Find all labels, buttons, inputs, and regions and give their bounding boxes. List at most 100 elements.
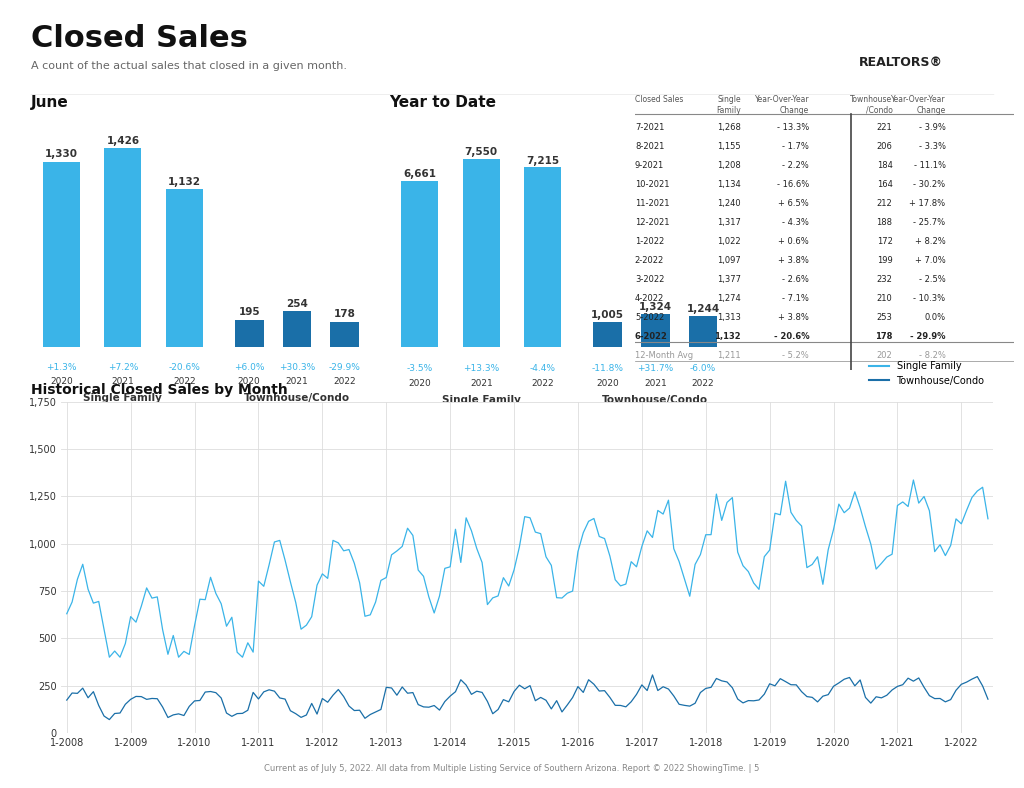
Text: 221: 221 — [877, 123, 893, 132]
Text: 1-2022: 1-2022 — [635, 236, 665, 246]
Text: Single
Family: Single Family — [716, 95, 741, 115]
Text: 254: 254 — [286, 299, 308, 309]
Text: 2021: 2021 — [112, 377, 134, 386]
Legend: Single Family, Townhouse/Condo: Single Family, Townhouse/Condo — [865, 357, 988, 390]
Text: 2022: 2022 — [173, 377, 196, 386]
Text: 6-2022: 6-2022 — [635, 332, 668, 340]
Text: 1,208: 1,208 — [717, 161, 741, 169]
Text: 6,661: 6,661 — [403, 169, 436, 180]
Text: - 1.7%: - 1.7% — [782, 142, 809, 151]
Text: 1,317: 1,317 — [717, 217, 741, 227]
Text: + 17.8%: + 17.8% — [909, 199, 945, 208]
Text: 1,134: 1,134 — [717, 180, 741, 188]
Text: 2020: 2020 — [596, 379, 618, 388]
Text: 3-2022: 3-2022 — [635, 275, 665, 284]
Text: 164: 164 — [877, 180, 893, 188]
Text: 8-2021: 8-2021 — [635, 142, 665, 151]
Bar — [689, 316, 718, 347]
Text: 9-2021: 9-2021 — [635, 161, 665, 169]
Text: +7.2%: +7.2% — [108, 363, 138, 373]
Text: 188: 188 — [877, 217, 893, 227]
Text: 1,022: 1,022 — [718, 236, 741, 246]
Text: 4-2022: 4-2022 — [635, 294, 665, 303]
Text: + 0.6%: + 0.6% — [778, 236, 809, 246]
Text: 0.0%: 0.0% — [925, 313, 945, 322]
Text: Closed Sales: Closed Sales — [635, 95, 683, 103]
Text: + 3.8%: + 3.8% — [778, 255, 809, 265]
Text: -20.6%: -20.6% — [168, 363, 201, 373]
Text: 7-2021: 7-2021 — [635, 123, 665, 132]
Text: -6.0%: -6.0% — [690, 364, 716, 374]
Text: -3.5%: -3.5% — [407, 364, 433, 374]
Text: - 25.7%: - 25.7% — [913, 217, 945, 227]
Text: Single Family: Single Family — [441, 396, 521, 405]
Text: + 7.0%: + 7.0% — [914, 255, 945, 265]
Text: June: June — [31, 95, 69, 110]
Text: 253: 253 — [877, 313, 893, 322]
Text: 1,324: 1,324 — [639, 303, 672, 312]
Bar — [593, 322, 622, 347]
Text: 232: 232 — [877, 275, 893, 284]
Text: 1,211: 1,211 — [718, 351, 741, 359]
Text: 1,132: 1,132 — [715, 332, 741, 340]
Text: - 5.2%: - 5.2% — [782, 351, 809, 359]
Text: 195: 195 — [239, 307, 260, 317]
Text: 7,550: 7,550 — [465, 147, 498, 158]
Text: - 2.5%: - 2.5% — [919, 275, 945, 284]
Text: 2022: 2022 — [692, 379, 715, 388]
Text: - 16.6%: - 16.6% — [777, 180, 809, 188]
Text: Single Family: Single Family — [83, 392, 163, 403]
Text: 1,244: 1,244 — [686, 304, 720, 314]
Text: 2020: 2020 — [50, 377, 73, 386]
Text: 7,215: 7,215 — [526, 156, 559, 165]
Text: 202: 202 — [877, 351, 893, 359]
Bar — [641, 314, 670, 347]
Text: 1,377: 1,377 — [717, 275, 741, 284]
Text: - 3.9%: - 3.9% — [919, 123, 945, 132]
Text: 1,132: 1,132 — [168, 177, 201, 187]
Text: Year-Over-Year
Change: Year-Over-Year Change — [755, 95, 809, 115]
Text: + 8.2%: + 8.2% — [914, 236, 945, 246]
Text: 12-2021: 12-2021 — [635, 217, 670, 227]
Text: 1,330: 1,330 — [45, 149, 78, 159]
Text: - 2.2%: - 2.2% — [782, 161, 809, 169]
Text: - 29.9%: - 29.9% — [910, 332, 945, 340]
Text: 210: 210 — [877, 294, 893, 303]
Text: - 4.3%: - 4.3% — [782, 217, 809, 227]
Text: -29.9%: -29.9% — [329, 363, 360, 373]
Text: Townhouse/Condo: Townhouse/Condo — [244, 392, 350, 403]
Text: 2021: 2021 — [644, 379, 667, 388]
Text: Townhouse/Condo: Townhouse/Condo — [602, 396, 709, 405]
Text: - 3.3%: - 3.3% — [919, 142, 945, 151]
Text: 1,313: 1,313 — [717, 313, 741, 322]
Text: +1.3%: +1.3% — [46, 363, 77, 373]
Text: 178: 178 — [876, 332, 893, 340]
Text: -11.8%: -11.8% — [592, 364, 624, 374]
Text: - 20.6%: - 20.6% — [773, 332, 809, 340]
Text: +6.0%: +6.0% — [233, 363, 264, 373]
Text: 1,155: 1,155 — [718, 142, 741, 151]
Text: +31.7%: +31.7% — [637, 364, 674, 374]
Bar — [401, 181, 438, 347]
Text: Townhouse
/Condo: Townhouse /Condo — [850, 95, 893, 115]
Text: +30.3%: +30.3% — [279, 363, 315, 373]
Bar — [166, 189, 203, 347]
Text: +13.3%: +13.3% — [463, 364, 500, 374]
Text: Current as of July 5, 2022. All data from Multiple Listing Service of Southern A: Current as of July 5, 2022. All data fro… — [264, 764, 760, 773]
Text: 2021: 2021 — [286, 377, 308, 386]
Text: Year-Over-Year
Change: Year-Over-Year Change — [891, 95, 945, 115]
Text: + 6.5%: + 6.5% — [778, 199, 809, 208]
Bar — [43, 162, 80, 347]
Text: 1,005: 1,005 — [591, 310, 624, 320]
Text: 12-Month Avg: 12-Month Avg — [635, 351, 693, 359]
Text: A count of the actual sales that closed in a given month.: A count of the actual sales that closed … — [31, 61, 347, 72]
Text: - 13.3%: - 13.3% — [777, 123, 809, 132]
Text: - 10.3%: - 10.3% — [913, 294, 945, 303]
Bar — [463, 159, 500, 347]
Text: Closed Sales: Closed Sales — [31, 24, 248, 53]
Text: 2021: 2021 — [470, 379, 493, 388]
Text: 2-2022: 2-2022 — [635, 255, 665, 265]
Text: 5-2022: 5-2022 — [635, 313, 665, 322]
Text: REALTORS®: REALTORS® — [859, 56, 943, 69]
Text: 1,240: 1,240 — [718, 199, 741, 208]
